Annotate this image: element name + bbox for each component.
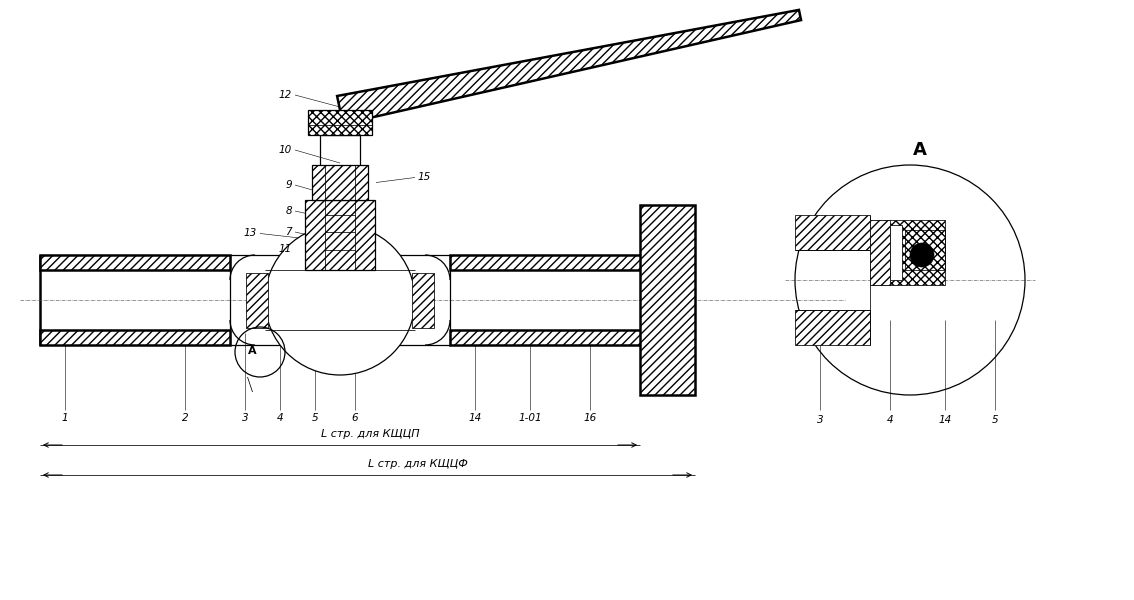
- Text: 3: 3: [816, 415, 823, 425]
- Text: 4: 4: [887, 415, 894, 425]
- Text: 1: 1: [61, 413, 68, 423]
- Text: 14: 14: [468, 413, 482, 423]
- Text: 3: 3: [242, 413, 248, 423]
- Bar: [246, 272, 268, 328]
- Text: 4: 4: [277, 413, 284, 423]
- Bar: [40, 330, 230, 345]
- Text: L стр. для КЩЦФ: L стр. для КЩЦФ: [367, 459, 467, 469]
- Bar: [305, 200, 375, 270]
- Text: A: A: [913, 141, 926, 159]
- Bar: [640, 205, 695, 395]
- Text: 11: 11: [279, 245, 291, 254]
- Polygon shape: [337, 10, 801, 124]
- Text: 13: 13: [244, 229, 257, 238]
- Circle shape: [909, 243, 934, 267]
- Bar: [890, 225, 902, 280]
- Bar: [870, 220, 890, 285]
- Text: 6: 6: [352, 413, 358, 423]
- Bar: [40, 255, 230, 270]
- Text: 1-01: 1-01: [518, 413, 542, 423]
- Text: 15: 15: [418, 173, 431, 182]
- Text: 5: 5: [992, 415, 998, 425]
- Text: 10: 10: [279, 145, 291, 155]
- Text: 2: 2: [181, 413, 188, 423]
- Bar: [450, 330, 675, 345]
- Bar: [312, 165, 369, 200]
- Text: 14: 14: [938, 415, 951, 425]
- Text: 5: 5: [312, 413, 319, 423]
- Text: 16: 16: [583, 413, 596, 423]
- Bar: [450, 255, 675, 270]
- Text: 9: 9: [286, 180, 291, 190]
- Bar: [308, 110, 372, 135]
- Text: 7: 7: [286, 227, 291, 237]
- Bar: [412, 272, 434, 328]
- Circle shape: [265, 225, 415, 375]
- Text: 12: 12: [279, 90, 291, 100]
- Bar: [870, 220, 945, 285]
- Text: 8: 8: [286, 206, 291, 216]
- Bar: [795, 310, 870, 345]
- Text: L стр. для КЩЦП: L стр. для КЩЦП: [321, 429, 420, 439]
- Bar: [905, 230, 945, 270]
- Bar: [795, 215, 870, 250]
- Text: A: A: [247, 346, 256, 356]
